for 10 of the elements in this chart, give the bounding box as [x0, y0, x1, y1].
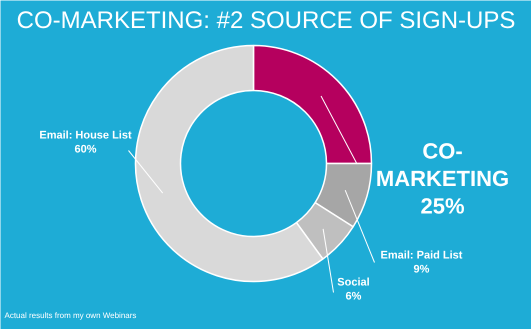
data-label: 60%: [74, 144, 97, 156]
chart-title: CO-MARKETING: #2 SOURCE OF SIGN-UPS: [16, 7, 516, 34]
slice-label: Email: Paid List: [380, 249, 463, 262]
data-label: 6%: [346, 290, 362, 303]
data-label: 25%: [420, 194, 465, 218]
data-label: 9%: [414, 264, 430, 276]
text: Actual results from my own Webinars: [4, 311, 136, 320]
slice-label: Email: House List: [39, 129, 132, 142]
slice-label: Social: [337, 276, 370, 288]
slice-label: CO-MARKETING: [376, 138, 510, 191]
